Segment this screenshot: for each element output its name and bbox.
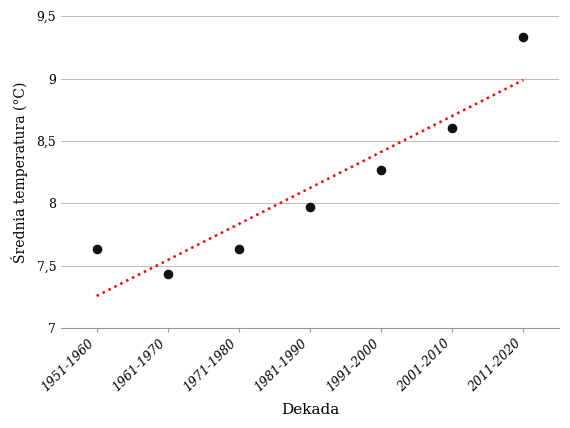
X-axis label: Dekada: Dekada (281, 403, 339, 417)
Point (306, 204, 315, 211)
Point (447, 125, 457, 132)
Point (92, 246, 101, 253)
Point (377, 166, 386, 173)
Point (234, 246, 243, 253)
Point (163, 271, 172, 278)
Point (519, 34, 528, 41)
Y-axis label: Średnia temperatura (°C): Średnia temperatura (°C) (11, 81, 28, 263)
